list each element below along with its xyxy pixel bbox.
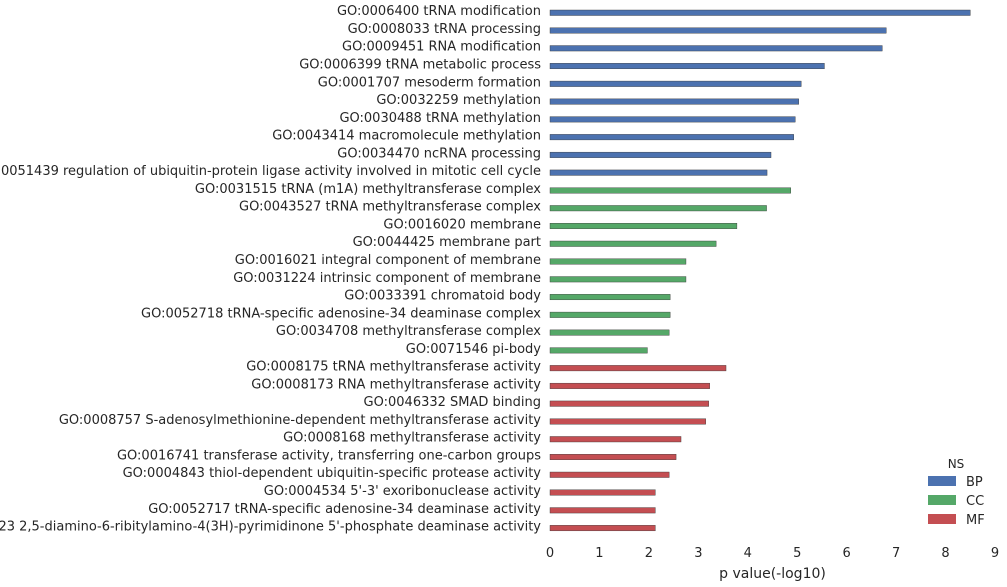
legend-label-bp: BP: [966, 475, 983, 490]
bar-mf: [549, 471, 670, 478]
bar-bp: [549, 45, 883, 52]
bar-mf: [549, 382, 710, 389]
category-label: GO:0009451 RNA modification: [342, 40, 541, 55]
bar-mf: [549, 418, 706, 425]
bar-bp: [549, 27, 887, 34]
category-label: GO:0033391 chromatoid body: [344, 289, 541, 304]
bar-bp: [549, 151, 772, 158]
bar-mf: [549, 507, 656, 514]
category-label: GO:0001707 mesoderm formation: [318, 75, 541, 90]
category-labels: GO:0006400 tRNA modification GO:0008033 t…: [0, 4, 541, 534]
bar-cc: [549, 294, 671, 301]
bar-bp: [549, 169, 768, 176]
legend: NS BP CC MF: [928, 457, 985, 528]
bar-bp: [549, 98, 799, 105]
legend-label-mf: MF: [966, 513, 985, 528]
bar-cc: [549, 311, 671, 318]
legend-swatch-cc: [928, 495, 956, 505]
x-tick-label: 0: [546, 546, 554, 561]
legend-swatch-bp: [928, 476, 956, 486]
bar-cc: [549, 187, 791, 194]
category-label: GO:0016020 membrane: [383, 217, 541, 232]
category-label: GO:0006400 tRNA modification: [337, 4, 541, 19]
bar-cc: [549, 240, 717, 247]
bar-mf: [549, 525, 656, 532]
category-label: GO:0008757 S-adenosylmethionine-dependen…: [59, 413, 541, 428]
x-axis-ticks: 0 1 2 3 4 5 6 7 8 9: [546, 546, 999, 561]
x-tick-label: 7: [892, 546, 900, 561]
x-tick-label: 4: [744, 546, 752, 561]
category-label: GO:0034470 ncRNA processing: [337, 146, 541, 161]
bar-cc: [549, 223, 738, 229]
category-label: GO:0051439 regulation of ubiquitin-prote…: [0, 164, 541, 179]
category-label: GO:0006399 tRNA metabolic process: [299, 58, 541, 73]
category-label: GO:0044425 membrane part: [353, 235, 541, 250]
bar-bp: [549, 63, 825, 70]
bar-cc: [549, 258, 687, 265]
category-label: GO:0052718 tRNA-specific adenosine-34 de…: [141, 306, 541, 321]
bar-bp: [549, 134, 794, 141]
category-label: GO:0043414 macromolecule methylation: [272, 129, 541, 144]
legend-title: NS: [948, 457, 965, 471]
category-label: GO:0016741 transferase activity, transfe…: [117, 448, 541, 463]
bar-bp: [549, 116, 796, 123]
category-label: GO:0008173 RNA methyltransferase activit…: [251, 377, 541, 392]
category-label: GO:0004534 5'-3' exoribonuclease activit…: [264, 484, 542, 499]
x-tick-label: 1: [595, 546, 603, 561]
category-label: GO:0043723 2,5-diamino-6-ribitylamino-4(…: [0, 520, 541, 535]
bar-mf: [549, 400, 709, 407]
category-label: GO:0016021 integral component of membran…: [235, 253, 541, 268]
category-label: GO:0008168 methyltransferase activity: [283, 431, 541, 446]
bar-cc: [549, 347, 648, 354]
bar-mf: [549, 436, 682, 443]
x-tick-label: 8: [941, 546, 949, 561]
bar-cc: [549, 205, 767, 212]
x-tick-label: 3: [694, 546, 702, 561]
bar-bp: [549, 80, 802, 87]
category-label: GO:0052717 tRNA-specific adenosine-34 de…: [148, 502, 541, 517]
category-label: GO:0034708 methyltransferase complex: [276, 324, 541, 339]
legend-swatch-mf: [928, 514, 956, 524]
category-label: GO:0030488 tRNA methylation: [339, 111, 541, 126]
x-tick-label: 5: [793, 546, 801, 561]
category-label: GO:0046332 SMAD binding: [364, 395, 541, 410]
category-label: GO:0031515 tRNA (m1A) methyltransferase …: [195, 182, 541, 197]
category-label: GO:0032259 methylation: [376, 93, 541, 108]
x-tick-label: 9: [991, 546, 999, 561]
category-label: GO:0008033 tRNA processing: [348, 22, 541, 37]
bar-cc: [549, 276, 687, 283]
x-axis-label: p value(-log10): [719, 566, 826, 582]
x-tick-label: 6: [843, 546, 851, 561]
bar-cc: [549, 329, 670, 336]
category-label: GO:0031224 intrinsic component of membra…: [233, 271, 541, 286]
bar-mf: [549, 454, 677, 460]
category-label: GO:0008175 tRNA methyltransferase activi…: [246, 360, 541, 375]
bar-bp: [549, 9, 971, 16]
bars: [549, 9, 971, 532]
bar-mf: [549, 489, 656, 496]
category-label: GO:0071546 pi-body: [406, 342, 541, 357]
category-label: GO:0004843 thiol-dependent ubiquitin-spe…: [123, 466, 542, 481]
x-tick-label: 2: [645, 546, 653, 561]
bar-mf: [549, 365, 727, 372]
category-label: GO:0043527 tRNA methyltransferase comple…: [239, 200, 541, 215]
legend-label-cc: CC: [966, 494, 984, 509]
